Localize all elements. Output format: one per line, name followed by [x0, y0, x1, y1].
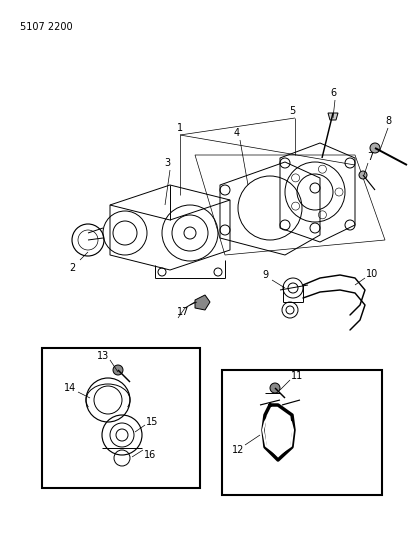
Text: 2: 2: [69, 263, 75, 273]
Text: 9: 9: [261, 270, 267, 280]
Text: 11: 11: [290, 371, 302, 381]
Text: 13: 13: [97, 351, 109, 361]
Text: 1: 1: [177, 123, 182, 133]
Polygon shape: [327, 113, 337, 120]
Polygon shape: [195, 295, 209, 310]
Text: 17: 17: [176, 307, 189, 317]
Circle shape: [113, 365, 123, 375]
Bar: [42, 348, 200, 488]
Text: 7: 7: [366, 152, 372, 162]
Text: 4: 4: [234, 128, 240, 138]
Text: 10: 10: [365, 269, 377, 279]
Text: 5107 2200: 5107 2200: [20, 22, 72, 32]
Circle shape: [369, 143, 379, 153]
Circle shape: [358, 171, 366, 179]
Text: 16: 16: [144, 450, 156, 460]
Text: 15: 15: [146, 417, 158, 427]
Text: 14: 14: [64, 383, 76, 393]
Text: 3: 3: [164, 158, 170, 168]
Text: 5: 5: [288, 106, 294, 116]
Text: 6: 6: [329, 88, 335, 98]
Bar: [221, 370, 381, 495]
Circle shape: [270, 383, 279, 393]
Text: 12: 12: [231, 445, 244, 455]
Text: 8: 8: [384, 116, 390, 126]
